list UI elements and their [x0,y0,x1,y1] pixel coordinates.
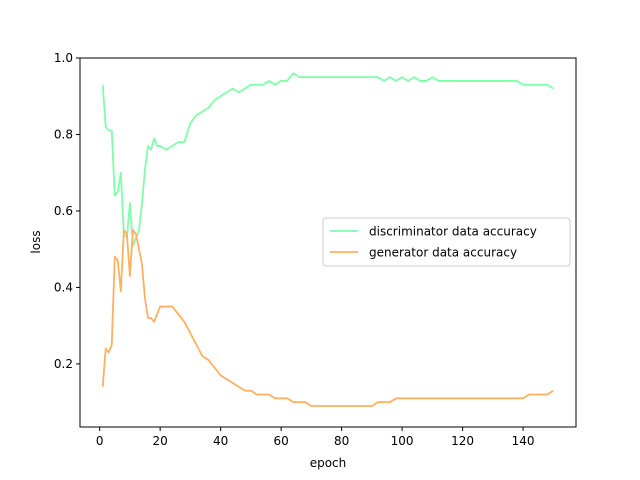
x-tick-label: 80 [334,434,349,448]
plot-frame [79,57,577,428]
legend-box [322,217,571,267]
x-axis-ticks: 0 20 40 60 80 100 120 140 [96,427,535,448]
x-tick-label: 60 [273,434,288,448]
y-tick-label: 0.4 [54,280,73,294]
x-tick-label: 140 [512,434,535,448]
legend: discriminator data accuracy generator da… [322,217,571,267]
y-axis-ticks: 0.2 0.4 0.6 0.8 1.0 [54,51,80,371]
legend-label-discriminator: discriminator data accuracy [369,225,537,239]
x-tick-label: 120 [451,434,474,448]
y-tick-label: 1.0 [54,51,73,65]
y-tick-label: 0.2 [54,357,73,371]
x-tick-label: 20 [153,434,168,448]
y-tick-label: 0.8 [54,127,73,141]
series-line-generator [101,229,554,407]
y-tick-label: 0.6 [54,204,73,218]
y-axis-label: loss [29,230,43,253]
series-layer [101,72,554,407]
x-tick-label: 100 [391,434,414,448]
x-tick-label: 40 [213,434,228,448]
x-tick-label: 0 [96,434,104,448]
series-line-discriminator [101,72,554,247]
legend-label-generator: generator data accuracy [369,246,517,260]
x-axis-label: epoch [310,456,347,470]
